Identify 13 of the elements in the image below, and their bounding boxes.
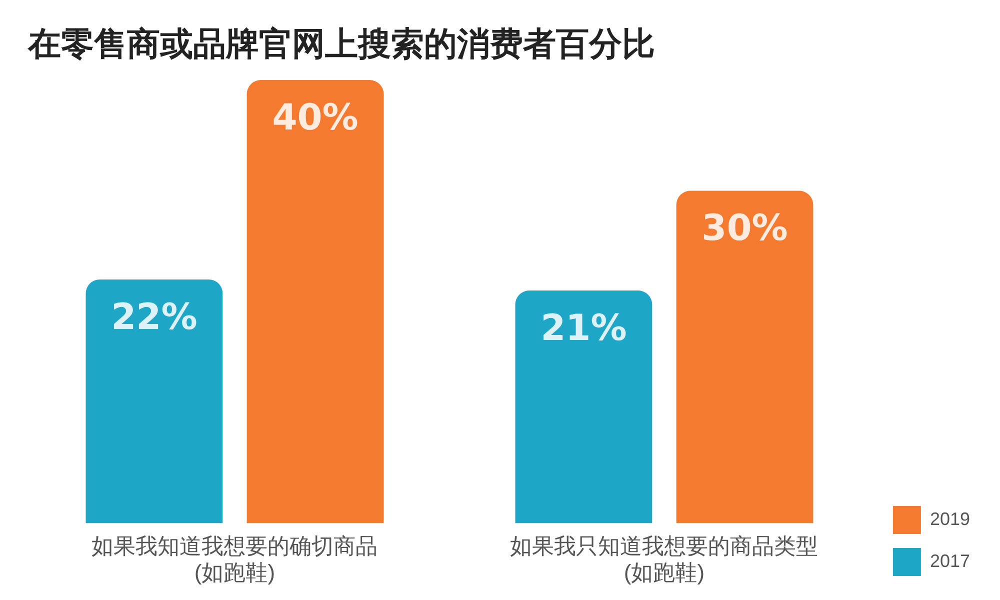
legend-label: 2019 [930,508,970,529]
chart-title: 在零售商或品牌官网上搜索的消费者百分比 [28,23,655,65]
bar [86,279,223,524]
bar [246,80,384,524]
bar [515,290,652,524]
data-label: 21% [540,308,627,349]
x-tick-label: 如果我知道我想要的确切商品 (如跑鞋) [92,533,378,585]
legend-label: 2017 [930,550,970,571]
bar [676,190,814,524]
data-label: 30% [702,208,788,250]
data-label: 22% [111,296,198,338]
x-tick-label: 如果我只知道我想要的商品类型 (如跑鞋) [510,533,818,585]
data-label: 40% [272,97,358,138]
